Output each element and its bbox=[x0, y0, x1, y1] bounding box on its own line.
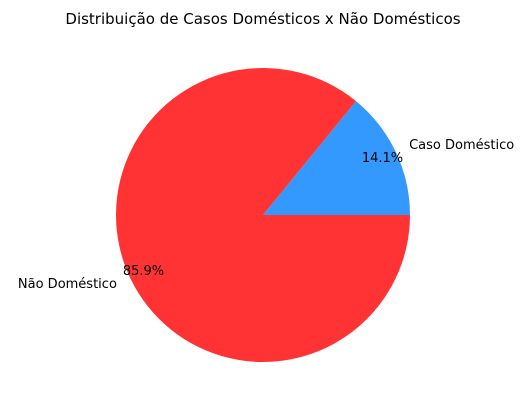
pie-labels: Caso Doméstico 14.1% Não Doméstico 85.9% bbox=[18, 138, 514, 292]
pie-slice-1 bbox=[115, 68, 410, 362]
slice-label-0: Caso Doméstico bbox=[409, 138, 514, 153]
chart-title: Distribuição de Casos Domésticos x Não D… bbox=[65, 10, 460, 28]
slice-percent-0: 14.1% bbox=[362, 151, 403, 166]
slice-label-1: Não Doméstico bbox=[18, 277, 117, 292]
pie-slices bbox=[115, 68, 410, 362]
slice-percent-1: 85.9% bbox=[123, 264, 164, 279]
pie-slice-0 bbox=[263, 101, 410, 215]
